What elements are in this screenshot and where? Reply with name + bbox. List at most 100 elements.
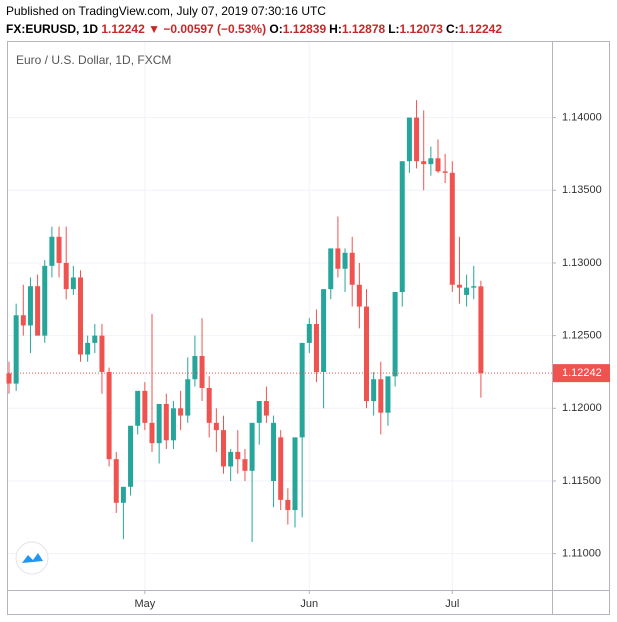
- ohlc-value: 1.12839: [282, 22, 327, 36]
- candle-body: [328, 248, 334, 290]
- logo-mark: [22, 553, 43, 563]
- candle-body: [263, 401, 269, 416]
- ohlc: O:1.12839 H:1.12878 L:1.12073 C:1.12242: [269, 22, 505, 36]
- candle-body: [142, 390, 148, 423]
- y-tick-label: 1.14000: [562, 111, 602, 123]
- candle-body: [392, 292, 398, 377]
- candle-body: [478, 286, 484, 374]
- last-price-label: 1.12242: [562, 367, 602, 379]
- ohlc-label: O:: [269, 22, 283, 36]
- candle-body: [106, 371, 112, 460]
- candle-body: [421, 161, 427, 165]
- candle-body: [135, 390, 141, 426]
- candle-body: [449, 172, 455, 285]
- x-tick-label: Jun: [300, 598, 318, 610]
- candle-body: [228, 451, 234, 467]
- candle-body: [285, 499, 291, 511]
- candle-body: [170, 408, 176, 441]
- candle-body: [364, 306, 369, 402]
- ohlc-label: C:: [445, 22, 459, 36]
- candle-body: [13, 315, 19, 384]
- candle-body: [213, 422, 219, 431]
- candle-body: [163, 403, 169, 441]
- candle-body: [306, 323, 312, 343]
- y-tick-label: 1.11500: [562, 475, 601, 487]
- candles: [6, 100, 484, 543]
- candle-body: [414, 117, 420, 162]
- candle-body: [399, 161, 405, 293]
- candle-body: [156, 403, 162, 444]
- arrow: ▼: [148, 22, 160, 36]
- candle-body: [242, 459, 248, 471]
- last-price-box: [553, 364, 610, 383]
- y-tick-label: 1.12500: [562, 330, 602, 342]
- ohlc-label: H:: [329, 22, 342, 36]
- candle-body: [27, 286, 33, 326]
- candle-body: [299, 342, 305, 438]
- candle-body: [128, 425, 134, 487]
- candle-body: [149, 422, 155, 444]
- candle-body: [120, 486, 126, 503]
- candle-body: [435, 158, 441, 172]
- candle-body: [20, 315, 26, 326]
- logo: [15, 541, 49, 575]
- change: −0.00597 (−0.53%): [163, 22, 267, 36]
- candle-body: [313, 323, 319, 372]
- candle-body: [35, 286, 41, 336]
- candle-body: [428, 158, 434, 165]
- candle-body: [113, 459, 119, 503]
- candle-body: [342, 252, 348, 269]
- candle-body: [335, 248, 341, 269]
- candle-body: [456, 284, 462, 288]
- x-tick-label: Jul: [445, 598, 459, 610]
- candle-body: [371, 379, 377, 402]
- candle-body: [349, 252, 355, 285]
- candle-body: [442, 171, 448, 173]
- candle-body: [49, 236, 55, 266]
- ohlc-label: L:: [388, 22, 400, 36]
- candle-body: [321, 289, 327, 372]
- candle-body: [78, 277, 83, 355]
- frame: [7, 41, 610, 615]
- quote-line: FX:EURUSD, 1D 1.12242 ▼ −0.00597 (−0.53%…: [6, 22, 505, 36]
- candle-body: [256, 401, 262, 423]
- published: Published on TradingView.com, July 07, 2…: [6, 4, 326, 18]
- ohlc-value: 1.12073: [399, 22, 443, 36]
- ohlc-value: 1.12242: [458, 22, 502, 36]
- candle-body: [406, 117, 412, 162]
- candle-body: [70, 277, 76, 290]
- candle-body: [85, 342, 91, 355]
- symbol: FX:EURUSD, 1D: [6, 22, 99, 36]
- candle-body: [192, 355, 198, 380]
- y-tick-label: 1.11000: [562, 548, 601, 560]
- chart-title: Euro / U.S. Dollar, 1D, FXCM: [16, 53, 171, 67]
- candle-body: [278, 437, 284, 500]
- candle-body: [63, 262, 69, 290]
- candle-body: [464, 287, 470, 295]
- candle-body: [471, 286, 477, 288]
- candle-body: [178, 408, 184, 416]
- grid: [8, 42, 552, 590]
- candle-body: [249, 422, 255, 471]
- y-tick-label: 1.13500: [562, 184, 602, 196]
- candle-body: [235, 451, 241, 460]
- candle-body: [385, 376, 391, 413]
- candle-body: [99, 335, 105, 372]
- candle-body: [292, 437, 298, 511]
- candle-body: [199, 355, 205, 388]
- candle-body: [6, 373, 12, 384]
- candle-body: [378, 379, 384, 413]
- candle-body: [221, 430, 226, 467]
- candle-body: [185, 379, 191, 416]
- x-tick-label: May: [134, 598, 155, 610]
- y-tick-label: 1.13000: [562, 257, 602, 269]
- candle-body: [92, 335, 98, 343]
- candle-body: [56, 236, 62, 263]
- candle-body: [42, 265, 48, 336]
- y-tick-label: 1.12000: [562, 402, 602, 414]
- candle-body: [356, 284, 362, 307]
- ohlc-value: 1.12878: [341, 22, 386, 36]
- candle-body: [271, 422, 277, 481]
- last: 1.12242: [101, 22, 145, 36]
